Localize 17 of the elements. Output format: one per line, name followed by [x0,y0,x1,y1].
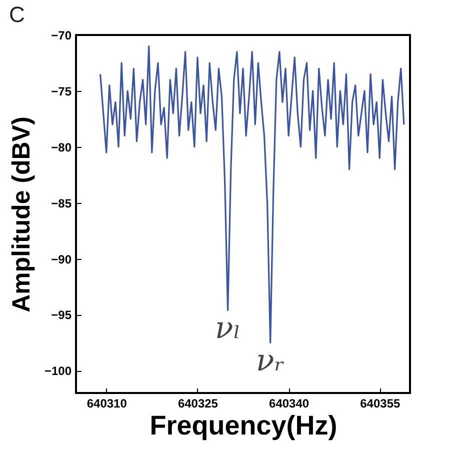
y-tick-label: −80 [51,140,72,154]
annotation: νₗ [215,311,241,346]
y-tick-label: −100 [44,364,72,378]
x-axis-title: Frequency(Hz) [150,410,338,440]
chart-title: C [8,2,25,27]
x-tick-label: 640325 [178,396,218,410]
y-tick-label: −90 [51,252,72,266]
x-tick-label: 640355 [360,396,400,410]
line-series [99,45,405,344]
annotation: νᵣ [256,344,285,379]
y-axis-title: Amplitude (dBV) [7,116,36,312]
x-tick-label: 640310 [86,396,128,410]
y-tick-label: −95 [51,308,72,322]
y-tick-label: −75 [51,84,72,98]
y-tick-label: −85 [51,196,72,210]
y-tick-label: −70 [51,28,72,42]
x-tick-label: 640340 [269,396,310,410]
